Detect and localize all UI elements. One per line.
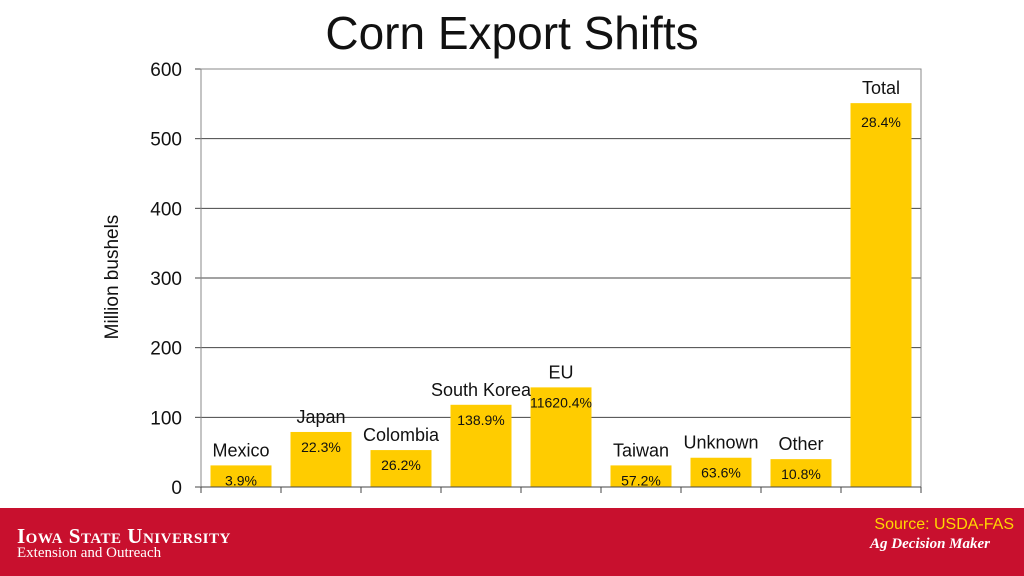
bar-chart: 0 100 200 300 400 500 600 Mexico 3.9% Japan 22.3%… <box>102 60 922 499</box>
y-axis-title: Million bushels <box>102 215 123 340</box>
bar-total <box>850 103 912 488</box>
y-tick-label: 0 <box>171 478 182 499</box>
brand-text: Ag Decision Maker <box>870 536 990 552</box>
bar-taiwan <box>610 465 672 487</box>
y-tick-label: 600 <box>150 60 182 81</box>
bar-category-label: Mexico <box>212 440 269 460</box>
bars <box>210 103 912 488</box>
bar-category-label: Japan <box>296 407 345 427</box>
bar-category-label: South Korea <box>431 380 532 400</box>
bar-mexico <box>210 465 272 487</box>
bar-pct-label: 138.9% <box>457 412 504 428</box>
bar-pct-label: 57.2% <box>621 472 661 488</box>
axes: 0 100 200 300 400 500 600 <box>150 60 922 499</box>
bar-colombia <box>370 450 432 487</box>
bar-pct-label: 22.3% <box>301 439 341 455</box>
extension-text: Extension and Outreach <box>17 545 162 561</box>
bar-category-label: Colombia <box>363 425 440 445</box>
bar-category-label: Other <box>778 434 823 454</box>
bar-pct-label: 3.9% <box>225 472 257 488</box>
bar-category-label: Total <box>862 78 900 98</box>
y-tick-label: 400 <box>150 199 182 220</box>
bar-category-label: Taiwan <box>613 440 669 460</box>
bar-labels: Mexico 3.9% Japan 22.3% Colombia 26.2% South K… <box>212 78 900 488</box>
y-tick-label: 300 <box>150 269 182 290</box>
bar-category-label: Unknown <box>683 433 758 453</box>
y-tick-label: 200 <box>150 339 182 360</box>
y-tick-label: 100 <box>150 408 182 429</box>
source-text: Source: USDA-FAS <box>874 516 1014 533</box>
university-logo-text: Iowa State University <box>17 524 231 548</box>
bar-pct-label: 10.8% <box>781 466 821 482</box>
bar-pct-label: 11620.4% <box>530 394 592 410</box>
bar-pct-label: 28.4% <box>861 114 901 130</box>
bar-category-label: EU <box>548 362 573 382</box>
bar-pct-label: 63.6% <box>701 465 741 481</box>
bar-eu <box>530 387 592 487</box>
bar-unknown <box>690 457 752 487</box>
footer-bar: Iowa State University Extension and Outr… <box>0 508 1024 576</box>
y-tick-label: 500 <box>150 130 182 151</box>
slide-title: Corn Export Shifts <box>325 7 699 59</box>
bar-south-korea <box>450 404 512 487</box>
bar-japan <box>290 431 352 487</box>
bar-other <box>770 459 832 487</box>
bar-pct-label: 26.2% <box>381 457 421 473</box>
